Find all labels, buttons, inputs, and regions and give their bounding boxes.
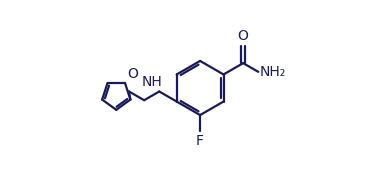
Text: F: F xyxy=(196,134,204,148)
Text: NH: NH xyxy=(141,75,162,89)
Text: NH₂: NH₂ xyxy=(260,65,286,79)
Text: O: O xyxy=(238,29,248,43)
Text: O: O xyxy=(127,67,138,81)
